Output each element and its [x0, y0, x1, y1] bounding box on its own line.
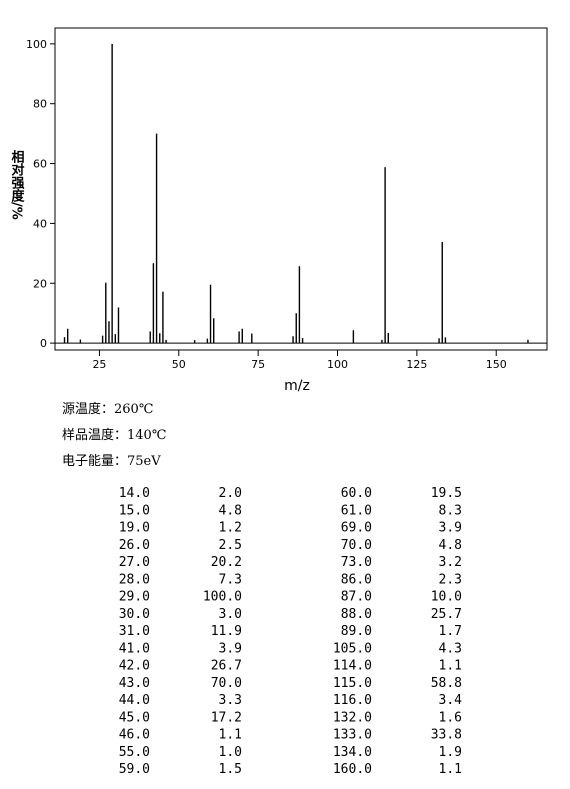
table-cell: 42.0 [119, 659, 150, 674]
table-cell: 132.0 [333, 710, 372, 725]
table-cell: 14.0 [119, 486, 150, 501]
x-tick-label: 50 [172, 358, 186, 371]
table-cell: 26.7 [211, 659, 242, 674]
table-cell: 115.0 [333, 676, 372, 691]
table-cell: 1.1 [219, 728, 242, 743]
table-cell: 100.0 [203, 590, 242, 605]
table-cell: 1.1 [439, 762, 462, 777]
table-cell: 31.0 [119, 624, 150, 639]
info-line: 源温度：260℃ [62, 401, 153, 417]
x-tick-label: 100 [327, 358, 348, 371]
x-tick-label: 125 [406, 358, 427, 371]
y-tick-label: 40 [33, 217, 47, 230]
table-cell: 33.8 [431, 728, 462, 743]
y-tick-label: 0 [40, 337, 47, 350]
table-cell: 1.0 [219, 745, 242, 760]
table-cell: 3.9 [439, 521, 462, 536]
info-line: 电子能量：75eV [62, 454, 161, 469]
table-cell: 3.3 [219, 693, 242, 708]
table-cell: 134.0 [333, 745, 372, 760]
table-cell: 116.0 [333, 693, 372, 708]
table-cell: 160.0 [333, 762, 372, 777]
table-cell: 20.2 [211, 555, 242, 570]
table-cell: 11.9 [211, 624, 242, 639]
table-cell: 1.9 [439, 745, 462, 760]
x-tick-label: 25 [92, 358, 106, 371]
table-cell: 28.0 [119, 572, 150, 587]
table-cell: 2.5 [219, 538, 242, 553]
y-axis-label: 相对强度/% [9, 149, 25, 219]
table-cell: 8.3 [439, 503, 462, 518]
table-cell: 3.0 [219, 607, 242, 622]
table-cell: 25.7 [431, 607, 462, 622]
table-cell: 105.0 [333, 641, 372, 656]
table-cell: 58.8 [431, 676, 462, 691]
table-cell: 73.0 [341, 555, 372, 570]
table-cell: 70.0 [341, 538, 372, 553]
x-axis-label: m/z [284, 378, 310, 394]
table-cell: 2.3 [439, 572, 462, 587]
table-cell: 44.0 [119, 693, 150, 708]
table-cell: 69.0 [341, 521, 372, 536]
table-cell: 2.0 [219, 486, 242, 501]
table-cell: 1.5 [219, 762, 242, 777]
table-cell: 41.0 [119, 641, 150, 656]
table-cell: 30.0 [119, 607, 150, 622]
plot-frame [54, 27, 548, 351]
table-cell: 4.8 [219, 503, 242, 518]
table-cell: 17.2 [211, 710, 242, 725]
table-cell: 1.1 [439, 659, 462, 674]
table-cell: 87.0 [341, 590, 372, 605]
table-cell: 7.3 [219, 572, 242, 587]
table-cell: 15.0 [119, 503, 150, 518]
table-cell: 1.7 [439, 624, 462, 639]
table-cell: 3.4 [439, 693, 463, 708]
table-cell: 86.0 [341, 572, 372, 587]
table-cell: 43.0 [119, 676, 150, 691]
y-tick-label: 20 [33, 277, 47, 290]
table-cell: 114.0 [333, 659, 372, 674]
x-tick-label: 75 [251, 358, 265, 371]
table-cell: 59.0 [119, 762, 150, 777]
x-tick-label: 150 [486, 358, 507, 371]
table-cell: 45.0 [119, 710, 150, 725]
table-cell: 60.0 [341, 486, 372, 501]
y-tick-label: 100 [26, 38, 47, 51]
table-cell: 55.0 [119, 745, 150, 760]
y-tick-label: 60 [33, 158, 47, 171]
table-cell: 4.3 [439, 641, 462, 656]
table-cell: 3.2 [439, 555, 462, 570]
table-cell: 133.0 [333, 728, 372, 743]
table-cell: 1.2 [219, 521, 242, 536]
table-cell: 10.0 [431, 590, 462, 605]
table-cell: 27.0 [119, 555, 150, 570]
y-tick-label: 80 [33, 98, 47, 111]
table-cell: 3.9 [219, 641, 242, 656]
table-cell: 26.0 [119, 538, 150, 553]
table-cell: 4.8 [439, 538, 462, 553]
table-cell: 19.0 [119, 521, 150, 536]
table-cell: 61.0 [341, 503, 372, 518]
table-cell: 29.0 [119, 590, 150, 605]
table-cell: 89.0 [341, 624, 372, 639]
table-cell: 88.0 [341, 607, 372, 622]
table-cell: 19.5 [431, 486, 462, 501]
info-line: 样品温度：140℃ [62, 427, 166, 443]
table-cell: 70.0 [211, 676, 242, 691]
table-cell: 46.0 [119, 728, 150, 743]
table-cell: 1.6 [439, 710, 462, 725]
